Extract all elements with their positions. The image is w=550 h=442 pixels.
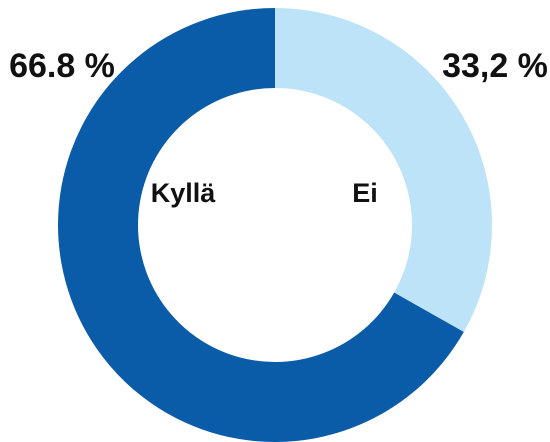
donut-slice — [275, 8, 493, 332]
category-label: Kyllä — [151, 178, 217, 208]
value-label: 66.8 % — [9, 47, 115, 85]
category-label: Ei — [352, 178, 378, 208]
donut-slice — [57, 7, 464, 442]
value-label: 33,2 % — [442, 47, 548, 85]
